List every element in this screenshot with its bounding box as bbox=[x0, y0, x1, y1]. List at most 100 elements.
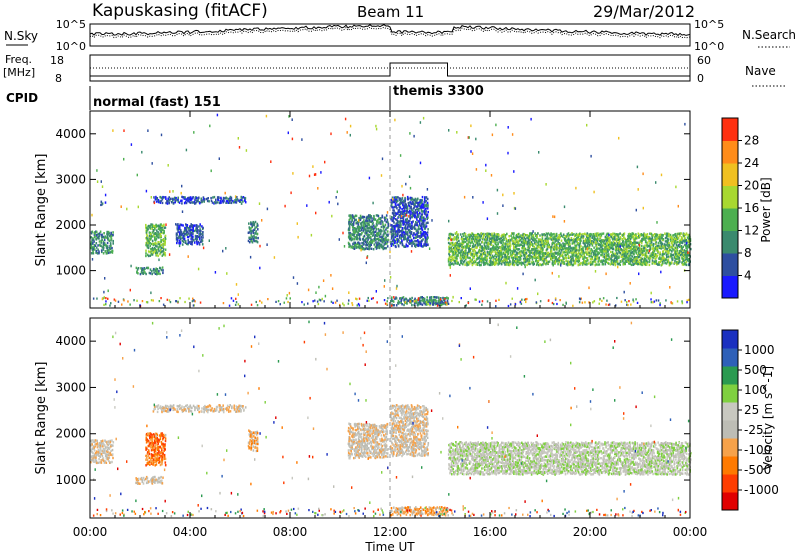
power-cell bbox=[103, 242, 106, 245]
power-cell bbox=[156, 273, 158, 276]
power-cell bbox=[213, 195, 216, 199]
power-cell bbox=[679, 232, 682, 235]
power-cell bbox=[418, 298, 421, 302]
power-cell bbox=[523, 298, 526, 301]
power-cell bbox=[426, 237, 429, 240]
power-cell bbox=[421, 206, 424, 209]
power-cell bbox=[626, 301, 628, 304]
power-cell bbox=[426, 296, 428, 299]
power-cell bbox=[614, 263, 617, 267]
power-cell bbox=[349, 124, 352, 128]
power-cell bbox=[556, 248, 558, 251]
power-cell bbox=[485, 255, 488, 258]
power-cell bbox=[202, 199, 204, 202]
power-cell bbox=[686, 247, 688, 250]
power-cell bbox=[377, 246, 379, 249]
power-cell bbox=[634, 259, 636, 263]
power-cell bbox=[601, 247, 604, 250]
power-cell bbox=[665, 299, 667, 302]
power-cell bbox=[183, 196, 185, 199]
power-cell bbox=[563, 243, 566, 246]
power-cell bbox=[474, 244, 477, 247]
power-cell bbox=[591, 249, 593, 252]
power-cell bbox=[546, 243, 549, 247]
power-cell bbox=[195, 196, 197, 199]
power-cell bbox=[631, 236, 633, 239]
power-cell bbox=[415, 216, 418, 219]
power-cell bbox=[354, 214, 357, 217]
power-cell bbox=[158, 242, 161, 246]
power-cell bbox=[228, 201, 231, 204]
power-cell bbox=[450, 256, 452, 259]
power-cell bbox=[564, 247, 566, 250]
power-cell bbox=[449, 232, 452, 236]
power-cell bbox=[183, 231, 185, 234]
power-cell bbox=[623, 252, 626, 255]
power-cell bbox=[405, 182, 407, 186]
power-cell bbox=[451, 255, 453, 258]
power-cell bbox=[419, 121, 422, 124]
power-cell bbox=[222, 199, 224, 202]
power-cell bbox=[673, 240, 676, 243]
power-cell bbox=[661, 254, 664, 257]
power-cell bbox=[240, 202, 243, 205]
power-cell bbox=[486, 232, 488, 235]
power-cell bbox=[580, 239, 582, 242]
power-cell bbox=[243, 196, 246, 200]
power-cell bbox=[398, 210, 400, 213]
power-cell bbox=[687, 238, 689, 242]
power-cell bbox=[217, 201, 219, 204]
power-cell bbox=[185, 229, 188, 233]
power-cell bbox=[242, 196, 245, 199]
power-cell bbox=[386, 220, 389, 224]
power-cell bbox=[285, 297, 288, 300]
power-cell bbox=[438, 303, 440, 307]
power-cell bbox=[449, 261, 452, 264]
power-cell bbox=[598, 234, 600, 237]
power-cell bbox=[495, 245, 497, 248]
power-cell bbox=[479, 243, 482, 246]
power-cell bbox=[212, 196, 214, 199]
power-cell bbox=[150, 249, 153, 252]
power-cell bbox=[384, 219, 386, 222]
power-cell bbox=[94, 231, 96, 234]
power-cell bbox=[645, 247, 647, 251]
power-cell bbox=[512, 258, 515, 262]
power-cell bbox=[649, 245, 652, 248]
power-cell bbox=[315, 211, 317, 215]
power-cell bbox=[376, 301, 378, 304]
power-cell bbox=[103, 232, 105, 235]
power-cell bbox=[489, 261, 492, 265]
power-cell bbox=[656, 233, 658, 237]
power-cell bbox=[575, 244, 578, 247]
power-cell bbox=[579, 237, 582, 240]
power-cell bbox=[499, 240, 501, 244]
power-cell bbox=[358, 227, 361, 230]
power-cell bbox=[318, 285, 320, 289]
power-cell bbox=[471, 260, 473, 263]
power-cell bbox=[542, 251, 544, 255]
power-cell bbox=[179, 297, 181, 300]
power-cell bbox=[486, 250, 489, 253]
power-cell bbox=[549, 233, 551, 236]
power-cell bbox=[108, 249, 110, 252]
power-cell bbox=[480, 263, 482, 267]
power-cell bbox=[107, 297, 109, 300]
power-cell bbox=[154, 224, 156, 228]
power-cell bbox=[662, 245, 664, 248]
power-cell bbox=[577, 249, 579, 252]
power-cell bbox=[670, 254, 673, 257]
power-cell bbox=[442, 296, 444, 300]
power-cell bbox=[181, 239, 184, 243]
power-cell bbox=[591, 263, 594, 266]
power-cell bbox=[510, 256, 513, 259]
power-cell bbox=[447, 297, 449, 300]
power-cell bbox=[537, 243, 540, 246]
power-cell bbox=[525, 256, 528, 259]
power-cell bbox=[412, 211, 415, 215]
power-cell bbox=[409, 213, 411, 216]
power-cell bbox=[371, 241, 373, 244]
power-cell bbox=[357, 302, 360, 306]
power-cell bbox=[593, 255, 596, 259]
power-cell bbox=[369, 241, 371, 244]
